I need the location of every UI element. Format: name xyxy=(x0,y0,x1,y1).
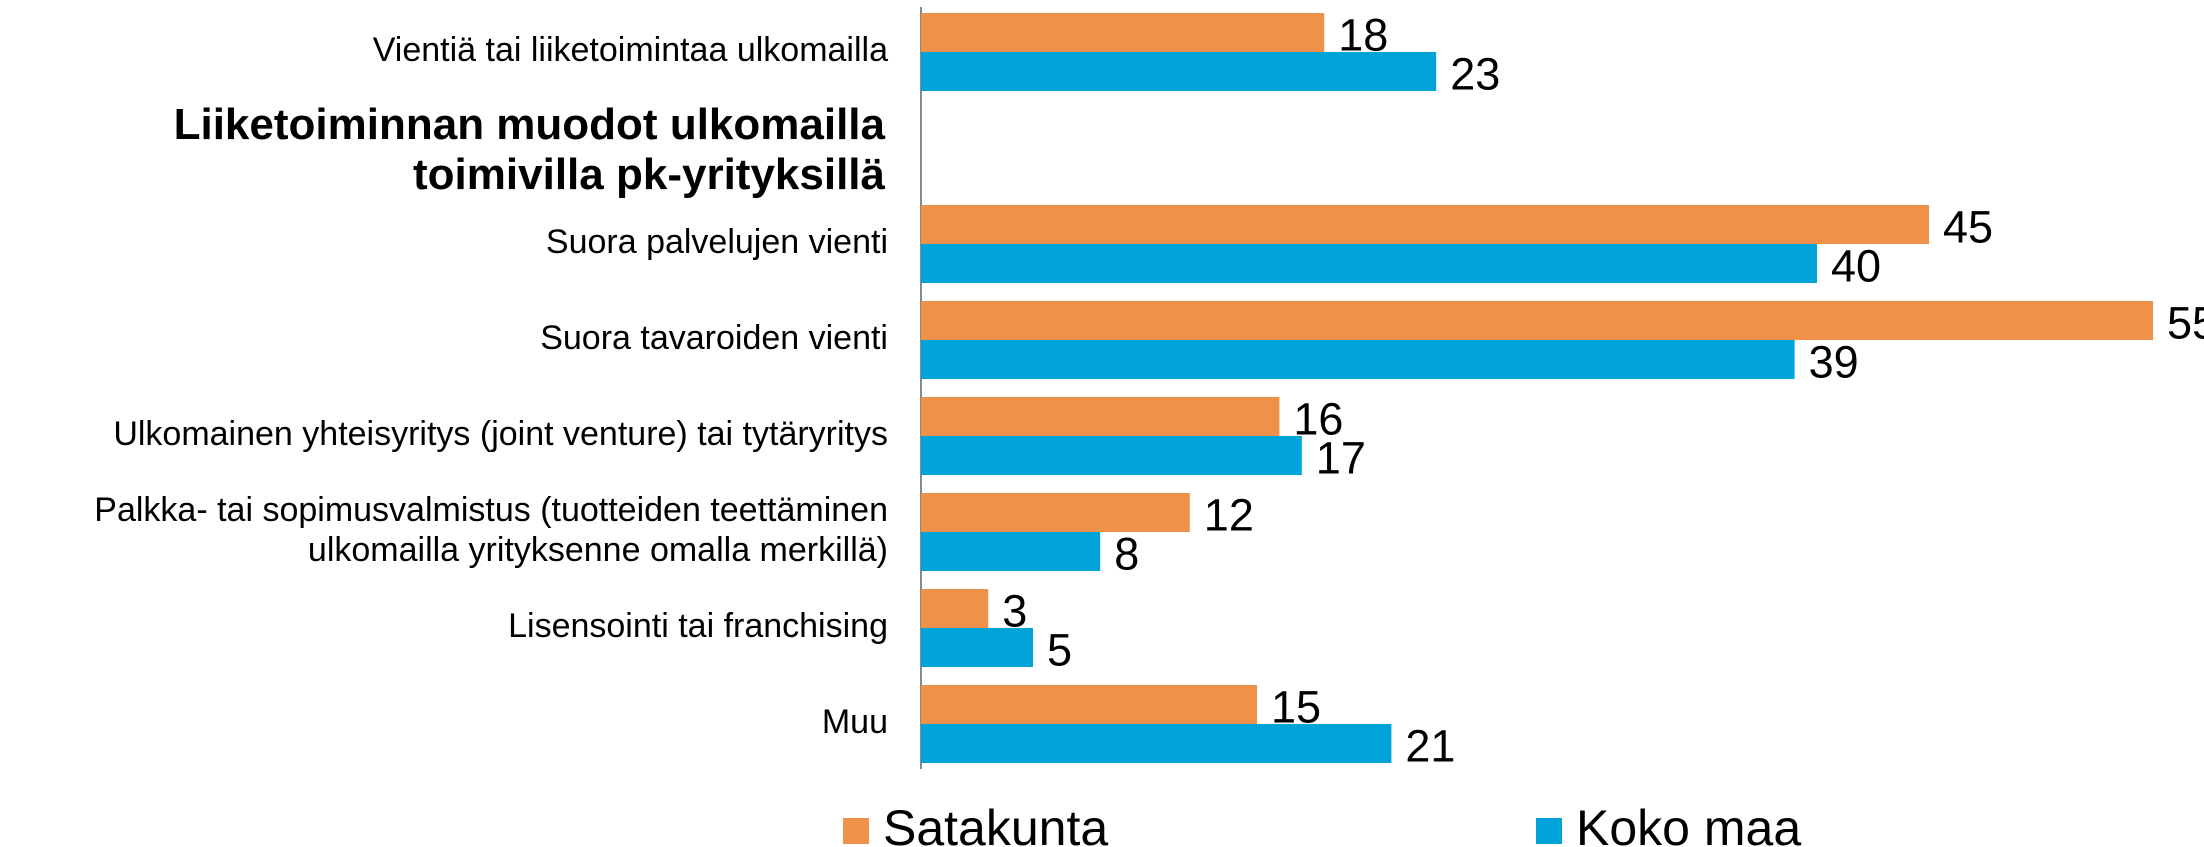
bar xyxy=(921,724,1392,763)
data-label: 40 xyxy=(1831,240,1881,291)
data-label: 8 xyxy=(1114,528,1139,579)
data-label: 5 xyxy=(1047,624,1072,675)
bar xyxy=(921,532,1101,571)
data-label: 16 xyxy=(1293,393,1343,444)
data-label: 21 xyxy=(1405,720,1455,771)
data-label: 39 xyxy=(1809,336,1859,387)
bar xyxy=(921,205,1929,244)
data-label: 15 xyxy=(1271,681,1321,732)
data-label: 23 xyxy=(1450,48,1500,99)
legend-label: Satakunta xyxy=(883,800,1108,847)
data-label: 3 xyxy=(1002,585,1027,636)
bar xyxy=(921,589,989,628)
y-tick-label: Vientiä tai liiketoimintaa ulkomailla xyxy=(373,31,888,69)
legend-label: Koko maa xyxy=(1576,800,1801,847)
bar xyxy=(921,13,1325,52)
bar xyxy=(921,628,1033,667)
bar xyxy=(921,493,1190,532)
chart-title: Liiketoiminnan muodot ulkomailla toimivil… xyxy=(174,100,886,199)
data-label: 12 xyxy=(1204,489,1254,540)
y-tick-label: Lisensointi tai franchising xyxy=(508,607,888,645)
bar xyxy=(921,436,1302,475)
data-label: 18 xyxy=(1338,9,1388,60)
legend-swatch xyxy=(1536,818,1562,844)
bar xyxy=(921,52,1437,91)
bar xyxy=(921,685,1257,724)
legend-swatch xyxy=(843,818,869,844)
y-tick-label: Suora tavaroiden vienti xyxy=(540,319,888,357)
y-tick-label: Muu xyxy=(822,703,888,741)
bar xyxy=(921,340,1795,379)
y-tick-label: Ulkomainen yhteisyritys (joint venture) … xyxy=(113,415,888,453)
bar xyxy=(921,397,1280,436)
data-label: 55 xyxy=(2167,297,2204,348)
data-label: 17 xyxy=(1316,432,1366,483)
data-label: 45 xyxy=(1943,201,1993,252)
y-tick-label: Suora palvelujen vienti xyxy=(546,223,888,261)
bar xyxy=(921,301,2153,340)
y-tick-label: Palkka- tai sopimusvalmistus (tuotteiden… xyxy=(94,491,888,569)
bar xyxy=(921,244,1817,283)
